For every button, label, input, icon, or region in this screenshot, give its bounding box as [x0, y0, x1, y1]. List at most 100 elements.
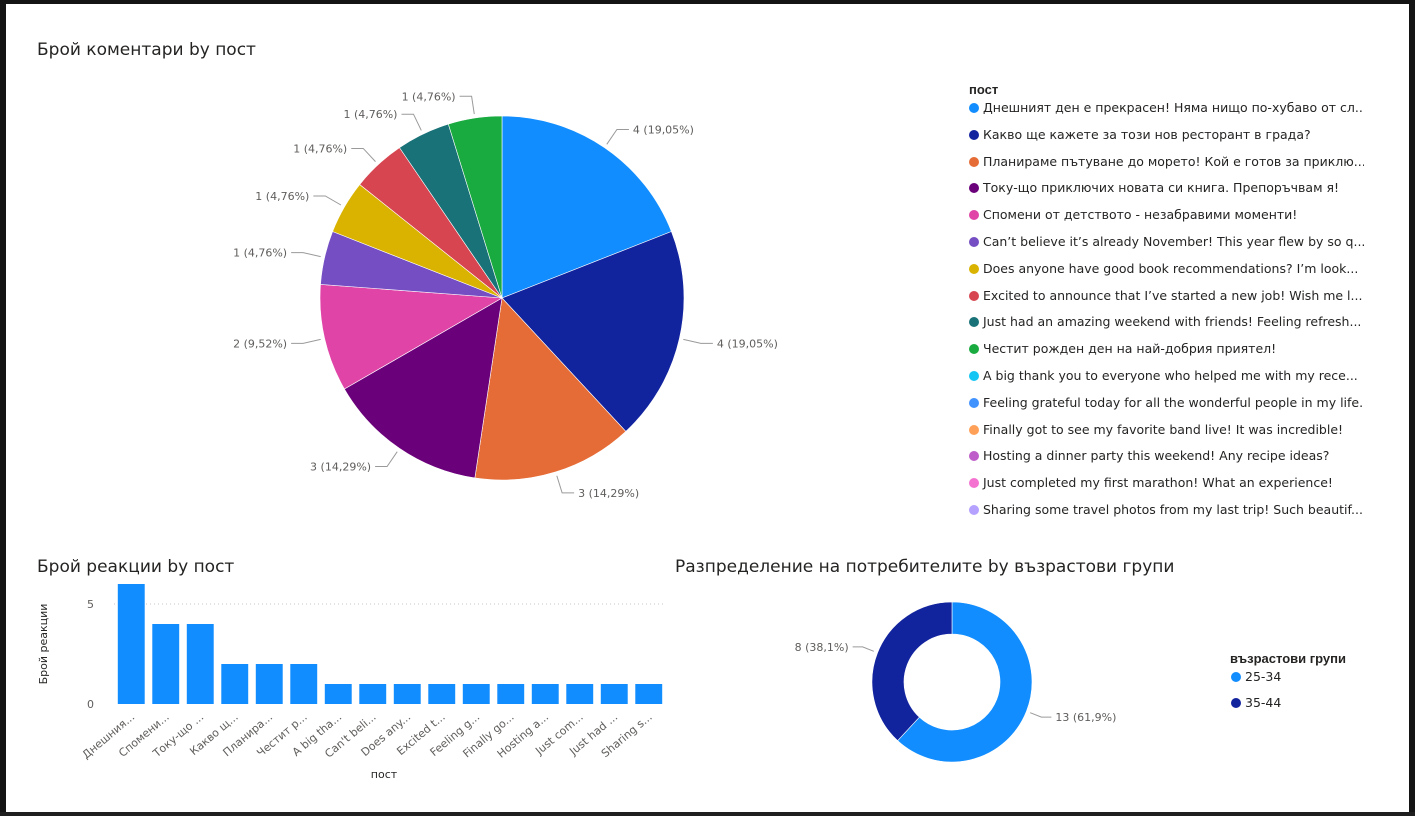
pie-legend-item[interactable]: Какво ще кажете за този нов ресторант в …: [969, 127, 1311, 142]
donut-slice[interactable]: [871, 601, 953, 742]
pie-legend-item[interactable]: Just completed my first marathon! What a…: [969, 475, 1333, 490]
pie-data-label: 1 (4,76%): [233, 247, 287, 260]
legend-dot-icon: [969, 129, 979, 140]
pie-slice[interactable]: [343, 297, 503, 479]
legend-dot-icon: [969, 505, 979, 515]
pie-data-label: 1 (4,76%): [255, 190, 309, 203]
bar[interactable]: [635, 684, 663, 704]
donut-leader-line: [852, 646, 874, 652]
pie-legend-item[interactable]: Току-що приключих новата си книга. Препо…: [969, 180, 1339, 195]
pie-leader-line: [351, 147, 376, 162]
donut-chart-title: Разпределение на потребителите by възрас…: [675, 557, 1175, 577]
pie-legend-item[interactable]: Спомени от детството - незабравими момен…: [969, 207, 1297, 222]
legend-dot-icon: [1231, 672, 1241, 682]
pie-data-label: 1 (4,76%): [293, 142, 347, 155]
bar[interactable]: [359, 684, 387, 704]
legend-dot-icon: [969, 478, 979, 489]
pie-slice[interactable]: [474, 297, 627, 481]
legend-label: Току-що приключих новата си книга. Препо…: [983, 180, 1340, 196]
donut-data-label: 8 (38,1%): [795, 641, 849, 654]
bar-chart-title: Брой реакции by пост: [37, 557, 235, 577]
bar[interactable]: [497, 684, 525, 704]
legend-dot-icon: [969, 237, 979, 247]
pie-data-label: 1 (4,76%): [402, 90, 456, 103]
legend-dot-icon: [1231, 698, 1241, 708]
legend-label: A big thank you to everyone who helped m…: [983, 368, 1358, 383]
bar[interactable]: [600, 684, 628, 704]
pie-legend-item[interactable]: Finally got to see my favorite band live…: [969, 422, 1343, 437]
pie-legend-item[interactable]: Днешният ден е прекрасен! Няма нищо по-х…: [969, 100, 1364, 115]
donut-legend-item[interactable]: 25-34: [1231, 669, 1281, 684]
pie-legend-item[interactable]: Честит рожден ден на най-добрия приятел!: [969, 341, 1276, 356]
legend-label: Hosting a dinner party this weekend! Any…: [983, 448, 1330, 464]
bar[interactable]: [117, 584, 145, 704]
pie-legend-item[interactable]: Can’t believe it’s already November! Thi…: [969, 234, 1364, 249]
legend-dot-icon: [969, 317, 979, 328]
pie-data-label: 2 (9,52%): [233, 337, 287, 350]
pie-legend-item[interactable]: Just had an amazing weekend with friends…: [969, 314, 1361, 329]
bar[interactable]: [531, 684, 559, 704]
legend-dot-icon: [969, 397, 979, 408]
donut-slice[interactable]: [897, 601, 1033, 763]
pie-leader-line: [683, 338, 713, 344]
legend-label: Can’t believe it’s already November! Thi…: [983, 234, 1364, 249]
bar[interactable]: [393, 684, 421, 704]
bar[interactable]: [255, 664, 283, 704]
bar[interactable]: [428, 684, 456, 704]
legend-label: Спомени от детството - незабравими момен…: [983, 207, 1298, 223]
pie-chart[interactable]: 4 (19,05%) 4 (19,05%) 3 (14,29%) 3 (14,29%)…: [6, 4, 1406, 816]
pie-leader-line: [313, 195, 342, 206]
bar[interactable]: [290, 664, 318, 704]
donut-leader-line: [1030, 712, 1052, 718]
pie-data-label: 3 (14,29%): [310, 461, 371, 474]
pie-leader-line: [291, 338, 321, 344]
legend-label: Какво ще кажете за този нов ресторант в …: [983, 126, 1311, 142]
pie-leader-line: [606, 128, 629, 145]
bar-y-axis-label: Брой реакции: [37, 604, 50, 685]
pie-slice[interactable]: [501, 115, 672, 299]
pie-slice[interactable]: [319, 284, 503, 390]
pie-data-label: 4 (19,05%): [717, 337, 778, 350]
pie-leader-line: [459, 95, 475, 115]
legend-dot-icon: [969, 344, 979, 355]
legend-label: Does anyone have good book recommendatio…: [983, 260, 1359, 276]
pie-legend-item[interactable]: A big thank you to everyone who helped m…: [969, 368, 1358, 383]
pie-leader-line: [401, 113, 422, 131]
legend-label: Just completed my first marathon! What a…: [983, 475, 1333, 491]
legend-label: Днешният ден е прекрасен! Няма нищо по-х…: [983, 100, 1364, 115]
bar[interactable]: [152, 624, 180, 704]
pie-legend-item[interactable]: Hosting a dinner party this weekend! Any…: [969, 448, 1329, 463]
bar-x-axis-label: пост: [371, 768, 398, 781]
bar[interactable]: [462, 684, 490, 704]
legend-label: Sharing some travel photos from my last …: [983, 502, 1363, 517]
legend-dot-icon: [969, 451, 979, 462]
legend-dot-icon: [969, 424, 979, 435]
donut-legend-item[interactable]: 35-44: [1231, 695, 1281, 710]
bar[interactable]: [186, 624, 214, 704]
pie-legend-item[interactable]: Планираме пътуване до морето! Кой е гото…: [969, 154, 1364, 169]
legend-label: Планираме пътуване до морето! Кой е гото…: [983, 153, 1364, 169]
pie-legend-item[interactable]: Sharing some travel photos from my last …: [969, 502, 1363, 517]
legend-dot-icon: [969, 263, 979, 274]
bar[interactable]: [324, 684, 352, 704]
legend-label: Честит рожден ден на най-добрия приятел!: [983, 341, 1277, 357]
donut-data-label: 13 (61,9%): [1055, 711, 1116, 724]
legend-dot-icon: [969, 156, 979, 167]
legend-label: Finally got to see my favorite band live…: [983, 421, 1344, 437]
pie-legend-item[interactable]: Feeling grateful today for all the wonde…: [969, 395, 1363, 410]
bar[interactable]: [566, 684, 594, 704]
pie-leader-line: [375, 451, 398, 468]
pie-leader-line: [291, 252, 321, 258]
pie-legend-item[interactable]: Excited to announce that I’ve started a …: [969, 288, 1362, 303]
pie-legend-item[interactable]: Does anyone have good book recommendatio…: [969, 261, 1358, 276]
pie-data-label: 1 (4,76%): [343, 108, 397, 121]
bar-y-tick-label: 0: [87, 698, 94, 711]
bar[interactable]: [221, 664, 249, 704]
pie-slice[interactable]: [447, 115, 503, 299]
legend-dot-icon: [969, 210, 979, 221]
pie-slice[interactable]: [501, 231, 685, 432]
legend-label: Just had an amazing weekend with friends…: [983, 314, 1362, 330]
legend-label: 35-44: [1245, 695, 1282, 710]
legend-label: 25-34: [1245, 669, 1282, 684]
